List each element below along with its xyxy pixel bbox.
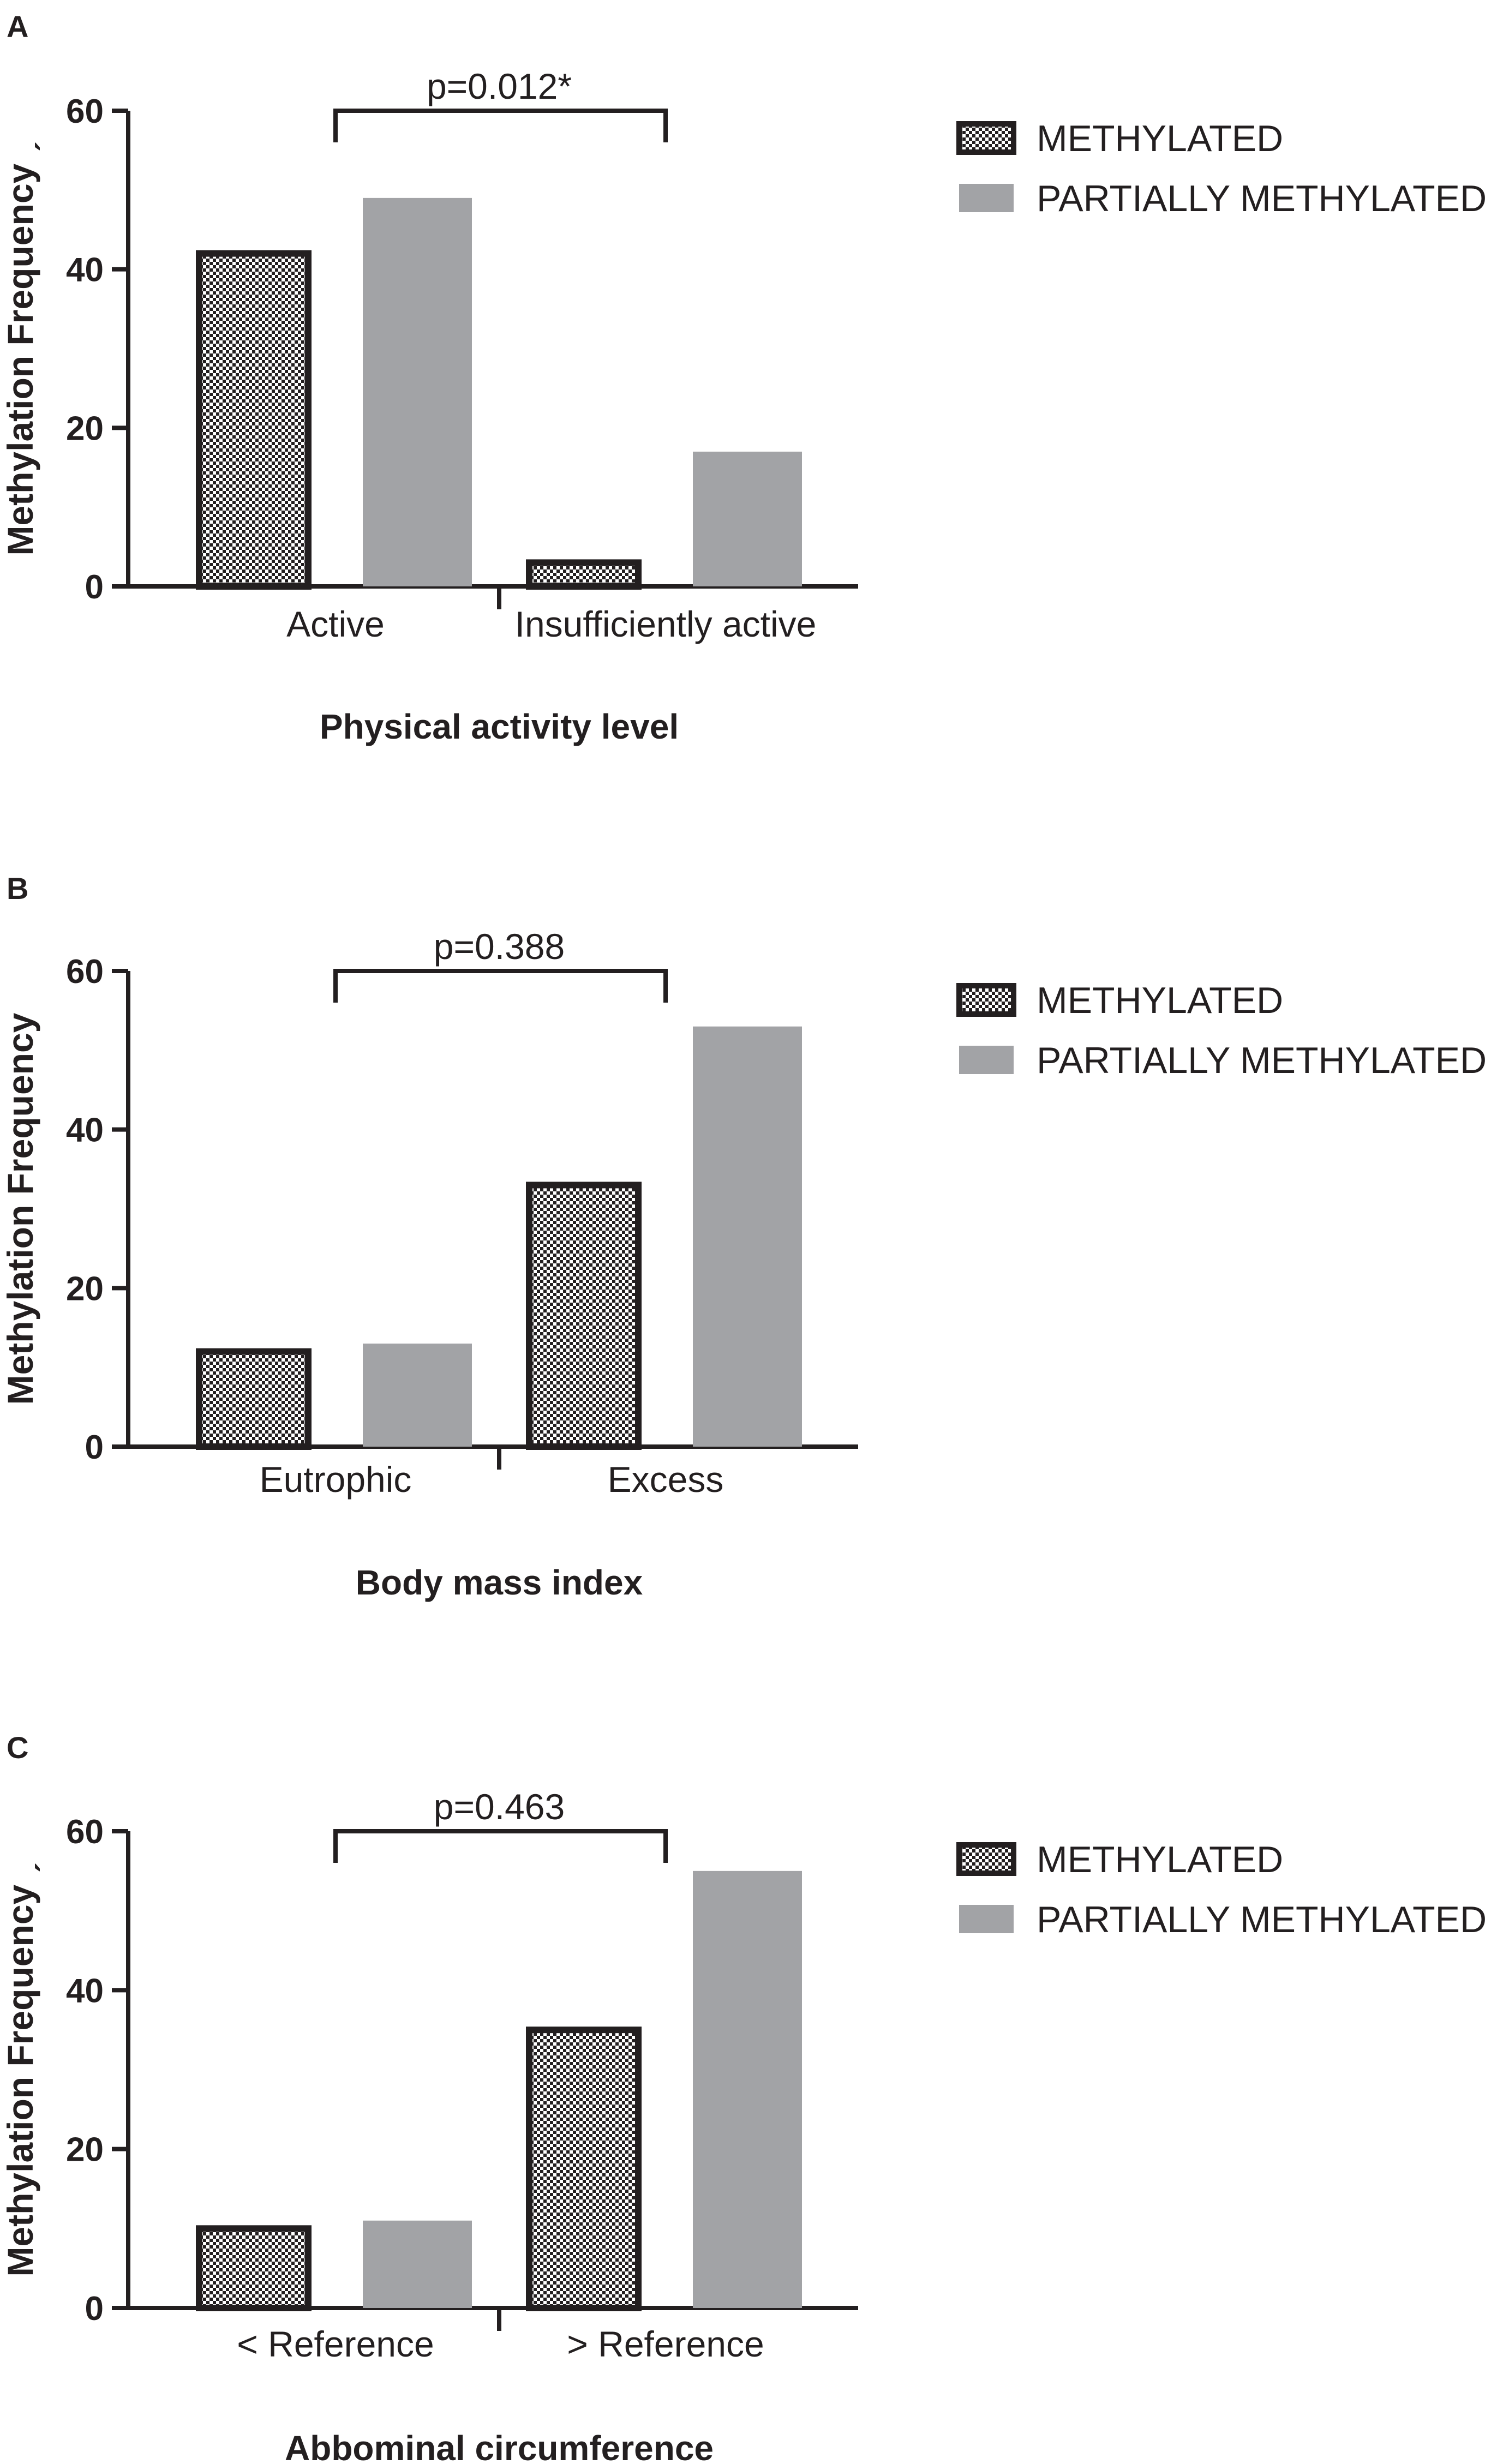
- chart-panel-c: C Methylation Frequency ˏ 0 20 40 60 < Referen…: [0, 1730, 1485, 2464]
- y-axis-label: Methylation Frequency ˏ: [0, 1862, 40, 2276]
- y-tick-label: 0: [85, 568, 104, 606]
- chart-panel-b: B Methylation Frequency 0 20 40 60 Eutrophic Ex…: [0, 871, 1485, 1602]
- panel-letter: C: [7, 1730, 28, 1765]
- chart-panel-a: A Methylation Frequency ˏ 0 20 40 60 Active Ins…: [0, 9, 1485, 746]
- bar-methylated: [526, 559, 642, 590]
- legend-label: PARTIALLY METHYLATED: [1037, 1040, 1485, 1081]
- bar-partially-methylated: [363, 197, 472, 586]
- significance-bracket: [333, 109, 668, 142]
- x-category-label: < Reference: [237, 2324, 434, 2364]
- x-category-label: Eutrophic: [260, 1459, 412, 1500]
- legend-swatch-methylated: [956, 121, 1016, 155]
- bar-partially-methylated: [693, 1871, 802, 2308]
- legend-swatch-methylated: [956, 983, 1016, 1017]
- x-axis-label: Body mass index: [356, 1563, 643, 1602]
- bar-methylated: [196, 250, 312, 590]
- y-tick-label: 60: [66, 953, 104, 991]
- bar-partially-methylated: [363, 1344, 472, 1447]
- y-tick-label: 20: [66, 410, 104, 447]
- bar-methylated: [196, 2225, 312, 2311]
- y-tick-label: 60: [66, 1813, 104, 1851]
- legend-label: METHYLATED: [1037, 118, 1283, 159]
- x-category-label: Insufficiently active: [515, 604, 817, 644]
- y-tick-label: 20: [66, 1270, 104, 1308]
- legend-label: METHYLATED: [1037, 980, 1283, 1021]
- y-tick-label: 40: [66, 251, 104, 289]
- p-value-annotation: p=0.388: [434, 926, 565, 967]
- y-axis-label: Methylation Frequency: [0, 1012, 40, 1405]
- significance-bracket: [333, 1829, 668, 1863]
- legend-label: PARTIALLY METHYLATED: [1037, 178, 1485, 219]
- y-tick-label: 40: [66, 1972, 104, 2010]
- p-value-annotation: p=0.012*: [427, 66, 572, 106]
- legend-swatch-partially-methylated: [959, 1046, 1014, 1074]
- x-category-label: Excess: [608, 1459, 724, 1500]
- bar-methylated: [196, 1348, 312, 1450]
- legend-swatch-partially-methylated: [959, 1905, 1014, 1933]
- significance-bracket: [333, 969, 668, 1003]
- y-tick-label: 0: [85, 2290, 104, 2328]
- y-tick-label: 40: [66, 1112, 104, 1149]
- x-axis-label: Abbominal circumference: [285, 2429, 714, 2464]
- legend-label: METHYLATED: [1037, 1839, 1283, 1880]
- x-axis-label: Physical activity level: [320, 707, 679, 746]
- x-category-label: Active: [286, 604, 385, 644]
- legend-swatch-methylated: [956, 1842, 1016, 1876]
- legend-label: PARTIALLY METHYLATED: [1037, 1899, 1485, 1940]
- bar-partially-methylated: [693, 451, 802, 586]
- bar-partially-methylated: [363, 2220, 472, 2308]
- bar-methylated: [526, 1182, 642, 1450]
- panel-letter: B: [7, 871, 28, 906]
- bar-methylated: [526, 2027, 642, 2312]
- bar-partially-methylated: [693, 1026, 802, 1447]
- y-tick-label: 20: [66, 2131, 104, 2169]
- y-tick-label: 60: [66, 93, 104, 130]
- p-value-annotation: p=0.463: [434, 1786, 565, 1827]
- panel-letter: A: [7, 9, 28, 44]
- x-category-label: > Reference: [567, 2324, 764, 2364]
- y-tick-label: 0: [85, 1429, 104, 1466]
- legend-swatch-partially-methylated: [959, 184, 1014, 212]
- y-axis-label: Methylation Frequency ˏ: [0, 141, 40, 555]
